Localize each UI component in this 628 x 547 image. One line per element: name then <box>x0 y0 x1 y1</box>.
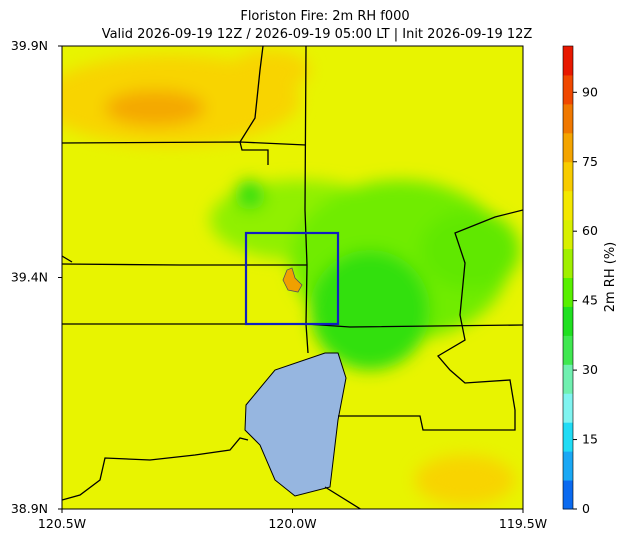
colorbar-band <box>563 277 573 307</box>
colorbar: 0 15 30 45 60 75 90 <box>562 45 598 516</box>
colorbar-band <box>563 219 573 250</box>
colorbar-band <box>563 74 573 105</box>
title: Floriston Fire: 2m RH f000 <box>240 9 409 24</box>
colorbar-band <box>563 480 573 510</box>
colorbar-tick-label: 75 <box>582 154 598 169</box>
subtitle: Valid 2026-09-19 12Z / 2026-09-19 05:00 … <box>102 27 533 42</box>
fire-box <box>244 231 340 326</box>
colorbar-tick-label: 30 <box>582 362 598 377</box>
colorbar-tick-label: 15 <box>582 432 598 447</box>
colorbar-tick-label: 0 <box>582 501 590 516</box>
lake <box>244 352 347 497</box>
x-tick-label: 120.5W <box>38 516 86 531</box>
colorbar-band <box>563 422 573 452</box>
colorbar-band <box>563 103 573 134</box>
colorbar-tick-label: 45 <box>582 293 598 308</box>
rh-contours <box>62 50 520 505</box>
colorbar-band <box>563 161 573 192</box>
colorbar-frame <box>562 45 574 510</box>
y-tick-label: 38.9N <box>11 501 48 516</box>
colorbar-band <box>563 248 573 278</box>
x-tick-label: 120.0W <box>268 516 316 531</box>
colorbar-band <box>563 335 573 365</box>
colorbar-band <box>563 190 573 221</box>
colorbar-tick-label: 90 <box>582 84 598 99</box>
y-tick-label: 39.9N <box>11 38 48 53</box>
x-tick-label: 119.5W <box>499 516 547 531</box>
colorbar-band <box>563 132 573 163</box>
colorbar-band <box>563 451 573 481</box>
colorbar-band <box>563 393 573 423</box>
fire-perimeter <box>282 267 303 293</box>
y-tick-label: 39.4N <box>11 270 48 285</box>
colorbar-label: 2m RH (%) <box>603 242 618 313</box>
map <box>62 46 523 509</box>
colorbar-band <box>563 46 573 76</box>
colorbar-band <box>563 306 573 336</box>
boundaries <box>62 46 523 509</box>
colorbar-band <box>563 364 573 394</box>
colorbar-tick-label: 60 <box>582 223 598 238</box>
